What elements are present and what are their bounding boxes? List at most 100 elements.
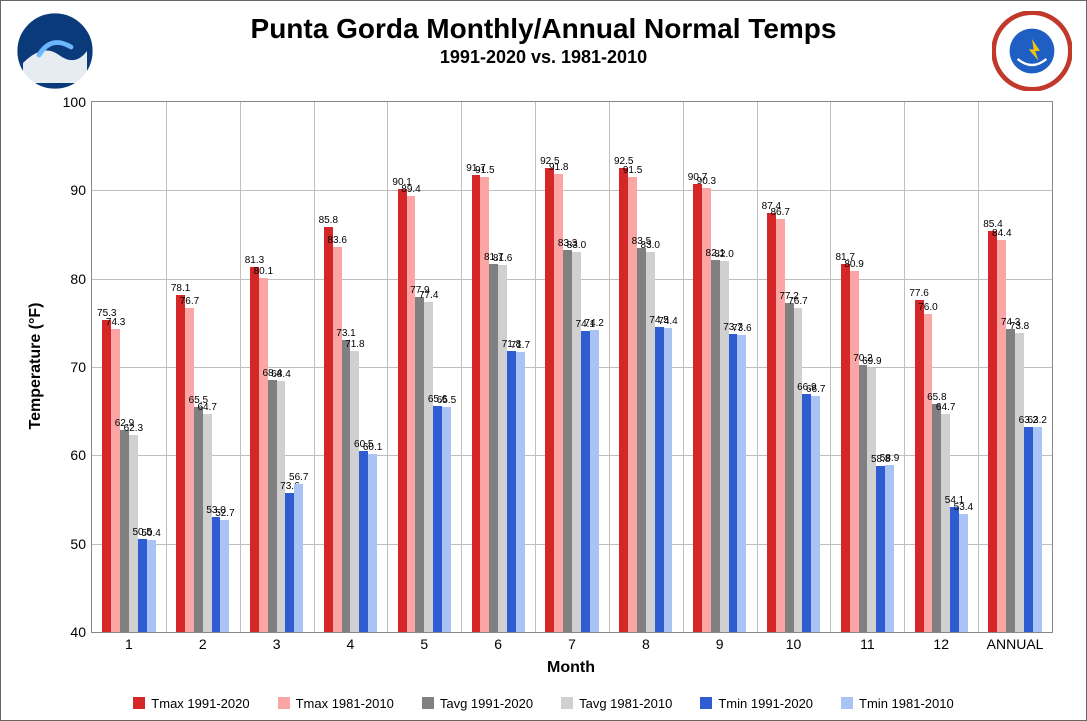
y-tick-label: 70	[70, 359, 92, 375]
y-tick-label: 80	[70, 271, 92, 287]
bar	[545, 168, 554, 632]
bar	[811, 396, 820, 632]
bar-value-label: 91.5	[475, 165, 494, 176]
bar-value-label: 73.8	[1010, 321, 1029, 332]
bar	[915, 300, 924, 632]
bar-value-label: 50.4	[141, 528, 160, 539]
bar-value-label: 80.1	[254, 266, 273, 277]
legend-swatch	[133, 697, 145, 709]
legend-swatch	[561, 697, 573, 709]
legend-swatch	[841, 697, 853, 709]
chart-title: Punta Gorda Monthly/Annual Normal Temps	[1, 13, 1086, 45]
y-tick-label: 60	[70, 447, 92, 463]
y-tick-label: 100	[63, 94, 92, 110]
bar	[176, 295, 185, 632]
bar	[472, 175, 481, 632]
bar	[324, 227, 333, 632]
bar	[776, 219, 785, 632]
bar	[885, 465, 894, 632]
bar-value-label: 64.7	[197, 402, 216, 413]
bar-value-label: 74.2	[584, 318, 603, 329]
plot-area: 405060708090100175.374.362.962.350.550.4…	[91, 101, 1053, 633]
x-tick-label: 4	[347, 632, 355, 652]
legend-label: Tmin 1991-2020	[718, 696, 813, 711]
bar-value-label: 73.1	[336, 328, 355, 339]
legend-item: Tmin 1991-2020	[700, 696, 813, 711]
bar	[407, 196, 416, 632]
bar	[120, 430, 129, 632]
x-tick-label: 6	[494, 632, 502, 652]
bar-value-label: 83.6	[327, 235, 346, 246]
vgridline	[757, 102, 758, 632]
bar	[932, 404, 941, 632]
bar-value-label: 63.2	[1027, 415, 1046, 426]
bar-value-label: 78.1	[171, 283, 190, 294]
bar-value-label: 68.4	[271, 369, 290, 380]
bar	[655, 327, 664, 632]
bar	[433, 406, 442, 632]
bar-value-label: 64.7	[936, 402, 955, 413]
bar	[619, 168, 628, 632]
bar	[111, 329, 120, 632]
x-tick-label: 7	[568, 632, 576, 652]
gridline	[92, 190, 1052, 191]
bar	[646, 252, 655, 632]
bar	[711, 260, 720, 632]
bar	[415, 297, 424, 632]
x-tick-label: 11	[860, 632, 875, 652]
bar-value-label: 60.1	[363, 442, 382, 453]
bar	[203, 414, 212, 632]
bar	[924, 314, 933, 632]
bar-value-label: 66.7	[806, 384, 825, 395]
legend-item: Tavg 1991-2020	[422, 696, 533, 711]
bar	[212, 517, 221, 632]
bar	[342, 340, 351, 632]
bar-value-label: 52.7	[215, 508, 234, 519]
bar	[398, 189, 407, 632]
bar-value-label: 58.9	[880, 453, 899, 464]
y-tick-label: 90	[70, 182, 92, 198]
x-tick-label: ANNUAL	[987, 632, 1044, 652]
vgridline	[314, 102, 315, 632]
bar-value-label: 85.8	[319, 215, 338, 226]
bar	[664, 328, 673, 632]
bar-value-label: 82.0	[714, 249, 733, 260]
bar	[859, 365, 868, 632]
bar	[767, 213, 776, 632]
bar	[988, 231, 997, 632]
legend-swatch	[278, 697, 290, 709]
bar	[359, 451, 368, 632]
bar-value-label: 73.6	[732, 323, 751, 334]
y-tick-label: 40	[70, 624, 92, 640]
vgridline	[461, 102, 462, 632]
bar-value-label: 86.7	[771, 207, 790, 218]
bar	[563, 250, 572, 632]
bar	[516, 352, 525, 632]
bar	[841, 264, 850, 632]
bar	[250, 267, 259, 632]
y-axis-label: Temperature (°F)	[27, 302, 45, 429]
legend: Tmax 1991-2020Tmax 1981-2010Tavg 1991-20…	[1, 696, 1086, 713]
bar	[720, 261, 729, 632]
bar	[572, 252, 581, 632]
vgridline	[830, 102, 831, 632]
legend-label: Tmax 1981-2010	[296, 696, 394, 711]
title-area: Punta Gorda Monthly/Annual Normal Temps …	[1, 1, 1086, 68]
bar	[294, 484, 303, 632]
vgridline	[240, 102, 241, 632]
legend-swatch	[700, 697, 712, 709]
chart-frame: Punta Gorda Monthly/Annual Normal Temps …	[0, 0, 1087, 721]
bar-value-label: 83.0	[567, 240, 586, 251]
bar	[876, 466, 885, 632]
bar	[637, 248, 646, 632]
bar	[1033, 427, 1042, 632]
bar	[424, 302, 433, 632]
legend-item: Tmax 1981-2010	[278, 696, 394, 711]
nws-logo	[992, 11, 1072, 96]
bar	[941, 414, 950, 632]
bar-value-label: 74.4	[658, 316, 677, 327]
legend-item: Tavg 1981-2010	[561, 696, 672, 711]
vgridline	[535, 102, 536, 632]
legend-swatch	[422, 697, 434, 709]
vgridline	[387, 102, 388, 632]
